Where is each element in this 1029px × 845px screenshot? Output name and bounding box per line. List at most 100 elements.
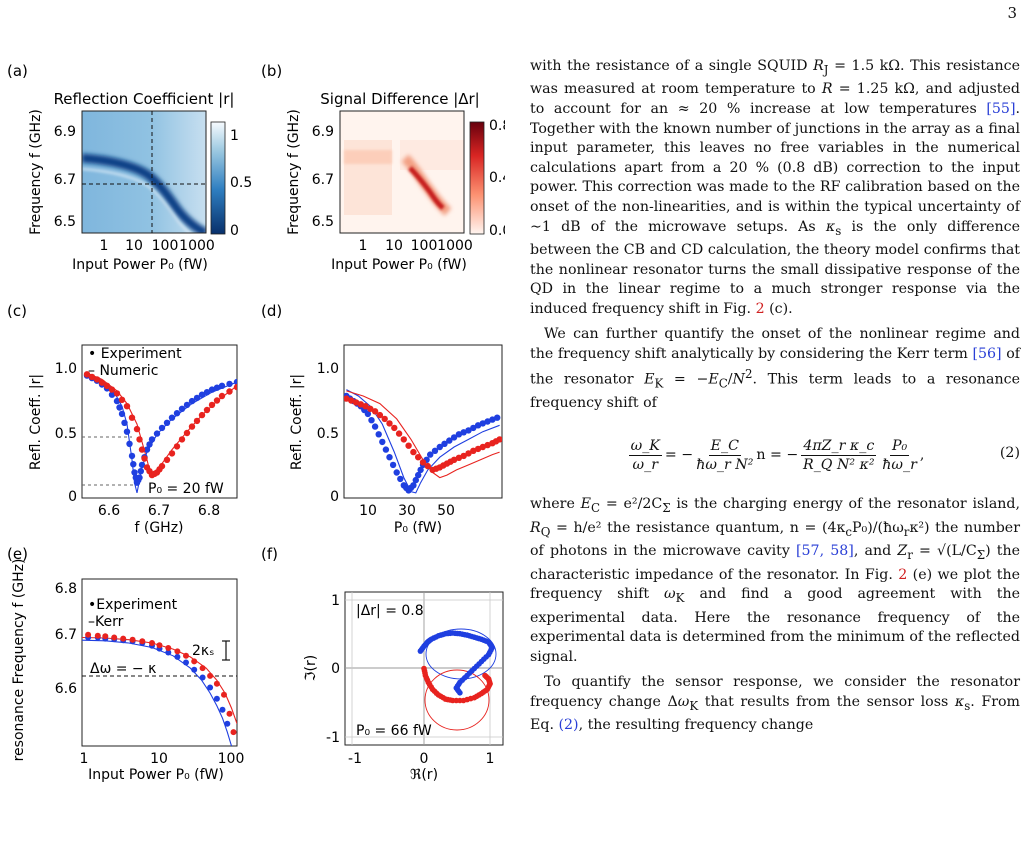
text-run: . Together with the known number of junc… bbox=[530, 101, 1020, 235]
fraction-den: ħω_r N² bbox=[696, 456, 754, 473]
citation-link[interactable]: [55] bbox=[986, 101, 1016, 118]
panel-e-point-s0 bbox=[219, 706, 226, 713]
math: R bbox=[530, 519, 541, 536]
panel-d-point-s1 bbox=[460, 452, 467, 460]
panel-c-point-s1 bbox=[123, 403, 131, 410]
panel-e-point-s1 bbox=[149, 640, 155, 646]
panel-e-line-annotation: Δω = − κ bbox=[90, 661, 156, 677]
figure-link[interactable]: 2 bbox=[755, 300, 765, 317]
panel-e-ytick: 6.7 bbox=[55, 627, 77, 643]
figure-link[interactable]: 2 bbox=[898, 566, 908, 583]
math-sub: C bbox=[718, 376, 728, 391]
equation-text: = − bbox=[664, 446, 694, 463]
panel-e-point-s0 bbox=[199, 674, 206, 681]
panel-d-point-s1 bbox=[415, 454, 422, 461]
fraction-num: 4πZ_r κ_c bbox=[801, 437, 877, 456]
math-sub: r bbox=[907, 547, 913, 562]
text-run: = 1.25 kΩ, and adjusted to account for a… bbox=[530, 81, 1020, 118]
panel-d-point-s0 bbox=[364, 410, 372, 418]
math: ω bbox=[677, 693, 690, 710]
paragraph-2: We can further quantify the onset of the… bbox=[530, 325, 1020, 413]
panel-a-xlabel: Input Power P₀ (fW) bbox=[72, 257, 208, 273]
panel-d-point-s0 bbox=[397, 475, 404, 483]
panel-c-point-s0 bbox=[148, 436, 156, 443]
panel-b-xtick: 1 bbox=[359, 238, 368, 254]
panel-e-point-s1 bbox=[156, 642, 163, 649]
panel-d-label: (d) bbox=[261, 302, 282, 320]
panel-e-point-s0 bbox=[183, 659, 189, 666]
text-run: = √(L/C bbox=[912, 543, 977, 560]
panel-c-point-s0 bbox=[183, 401, 191, 409]
math-sup: 2 bbox=[744, 366, 753, 381]
panel-c-point-s1 bbox=[226, 388, 233, 395]
paragraph-1: with the resistance of a single SQUID RJ… bbox=[530, 57, 1020, 319]
panel-d-point-s1 bbox=[419, 459, 427, 466]
panel-b-ytick: 6.7 bbox=[312, 172, 334, 188]
math-sub: r bbox=[903, 524, 910, 539]
panel-e-xtick: 10 bbox=[150, 751, 168, 767]
text-run: = − bbox=[663, 371, 709, 388]
panel-d-point-s1 bbox=[424, 462, 431, 470]
math-sub: J bbox=[823, 62, 829, 77]
panel-b-label: (b) bbox=[261, 62, 282, 80]
panel-c-point-s0 bbox=[137, 468, 144, 475]
panel-d-point-s0 bbox=[379, 438, 386, 446]
citation-link[interactable]: [57, 58] bbox=[796, 543, 854, 560]
panel-d: (d) 1.0 0.5 0 10 30 50 P₀ (fW) Refl. Coe… bbox=[261, 302, 503, 536]
equation-link[interactable]: (2) bbox=[558, 717, 579, 734]
panel-c-point-s1 bbox=[213, 397, 221, 404]
panel-b: (b) Signal Difference |Δr| 6.9 6.7 6.5 1… bbox=[261, 62, 511, 273]
text-run: κ²) the number of photons in the microwa… bbox=[530, 519, 1020, 560]
panel-c-ylabel: Refl. Coeff. |r| bbox=[28, 374, 44, 470]
panel-c-point-s0 bbox=[193, 394, 201, 402]
panel-c-point-s0 bbox=[146, 441, 153, 448]
text-run: To quantify the sensor response, we cons… bbox=[530, 674, 1020, 710]
text-run: (c). bbox=[764, 300, 793, 317]
math: κ bbox=[825, 218, 836, 235]
panel-e-point-s1 bbox=[230, 729, 237, 736]
panel-c-point-s0 bbox=[208, 386, 216, 393]
panel-c-xtick: 6.7 bbox=[148, 503, 170, 519]
panel-e-point-s1 bbox=[213, 680, 220, 687]
panel-a-cbar-tick: 1 bbox=[230, 128, 239, 144]
panel-d-ytick: 1.0 bbox=[317, 361, 339, 377]
text-run: / bbox=[727, 371, 733, 388]
panel-c-point-s0 bbox=[128, 452, 136, 460]
panel-d-point-s0 bbox=[371, 423, 379, 430]
panel-d-point-s0 bbox=[375, 431, 382, 438]
panel-d-point-s0 bbox=[393, 469, 400, 476]
fraction: P₀ ħω_r bbox=[882, 437, 917, 474]
panel-f-label: (f) bbox=[261, 545, 278, 563]
panel-c-point-s1 bbox=[141, 455, 148, 462]
math-sub: C bbox=[591, 501, 601, 516]
panel-b-cbar-tick: 0.4 bbox=[489, 170, 505, 186]
fraction-den: ħω_r bbox=[882, 456, 917, 473]
panel-d-point-s1 bbox=[470, 447, 477, 454]
panel-c-point-s0 bbox=[158, 424, 166, 432]
text-run: ) the characteristic impedance of the re… bbox=[530, 543, 1020, 583]
panel-a-ytick: 6.7 bbox=[54, 172, 76, 188]
panel-d-curve-1 bbox=[346, 390, 500, 479]
panel-c-point-s1 bbox=[133, 425, 141, 433]
panel-c-point-s0 bbox=[163, 419, 171, 426]
citation-link[interactable]: [56] bbox=[972, 345, 1002, 362]
panel-d-point-s1 bbox=[352, 399, 360, 406]
fraction-num: E_C bbox=[708, 437, 741, 456]
panel-d-point-s1 bbox=[400, 436, 407, 443]
panel-f-point-s1 bbox=[482, 672, 488, 679]
panel-c-point-s0 bbox=[178, 405, 186, 412]
panel-a-xtick: 10 bbox=[125, 238, 143, 254]
panel-b-title: Signal Difference |Δr| bbox=[320, 90, 479, 108]
panel-a-ytick: 6.9 bbox=[54, 124, 76, 140]
panel-e-point-s1 bbox=[120, 635, 127, 642]
math-sub: K bbox=[654, 376, 664, 391]
panel-d-point-s0 bbox=[494, 414, 501, 421]
panel-c-frame bbox=[81, 344, 238, 499]
panel-e: (e) •Experiment –Kerr 2κₛ Δω = − κ 6.8 6… bbox=[7, 545, 244, 783]
math-sub: K bbox=[675, 591, 685, 605]
panel-c-point-s1 bbox=[168, 450, 176, 457]
text-run: of the resonator bbox=[530, 345, 1020, 388]
panel-c-point-s0 bbox=[153, 430, 161, 437]
panel-e-point-s1 bbox=[139, 638, 146, 645]
panel-e-point-s1 bbox=[94, 632, 101, 639]
